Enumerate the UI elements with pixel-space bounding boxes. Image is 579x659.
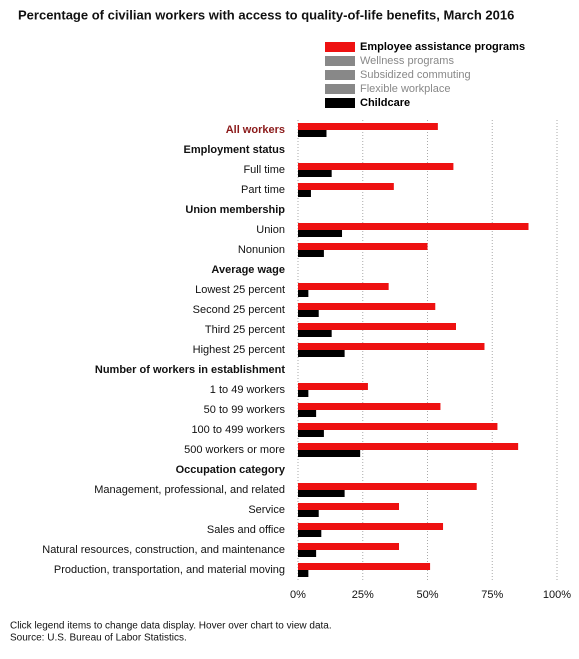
legend-swatch[interactable] xyxy=(325,98,355,108)
bar xyxy=(298,123,438,130)
bar xyxy=(298,170,332,177)
bar xyxy=(298,163,454,170)
y-tick-label: 500 workers or more xyxy=(184,444,285,456)
bar xyxy=(298,490,345,497)
legend-label[interactable]: Childcare xyxy=(360,97,410,109)
legend-label[interactable]: Flexible workplace xyxy=(360,83,450,95)
bar xyxy=(298,483,477,490)
bar xyxy=(298,503,400,510)
legend-swatch[interactable] xyxy=(325,42,355,52)
group-label: Number of workers in establishment xyxy=(95,364,285,376)
x-tick-label: 75% xyxy=(481,589,503,601)
bar xyxy=(298,343,485,350)
group-label: Average wage xyxy=(211,264,285,276)
bar xyxy=(298,190,311,197)
group-label: Union membership xyxy=(185,204,285,216)
bar xyxy=(298,510,319,517)
chart-title: Percentage of civilian workers with acce… xyxy=(18,7,514,22)
bar xyxy=(298,390,309,397)
bar xyxy=(298,423,498,430)
group-label: Occupation category xyxy=(176,464,286,476)
bar xyxy=(298,223,529,230)
y-tick-label: 50 to 99 workers xyxy=(204,404,286,416)
y-tick-label: Sales and office xyxy=(207,524,285,536)
bar xyxy=(298,403,441,410)
legend-label[interactable]: Employee assistance programs xyxy=(360,41,525,53)
y-tick-label: Lowest 25 percent xyxy=(195,284,285,296)
bar xyxy=(298,230,343,237)
bar xyxy=(298,243,428,250)
bar xyxy=(298,443,519,450)
bar xyxy=(298,303,436,310)
x-tick-label: 50% xyxy=(416,589,438,601)
bar xyxy=(298,550,317,557)
bar xyxy=(298,250,324,257)
y-tick-label: Production, transportation, and material… xyxy=(54,564,285,576)
bar xyxy=(298,410,317,417)
bar xyxy=(298,430,324,437)
y-tick-label: All workers xyxy=(226,124,285,136)
x-tick-label: 25% xyxy=(352,589,374,601)
x-tick-label: 0% xyxy=(290,589,306,601)
bar xyxy=(298,310,319,317)
legend-label[interactable]: Wellness programs xyxy=(360,55,454,67)
y-tick-label: Full time xyxy=(243,164,285,176)
bar xyxy=(298,330,332,337)
bar xyxy=(298,543,400,550)
bar xyxy=(298,350,345,357)
y-tick-label: Third 25 percent xyxy=(205,324,285,336)
bar xyxy=(298,563,431,570)
group-label: Employment status xyxy=(184,144,285,156)
bar xyxy=(298,290,309,297)
bar xyxy=(298,283,389,290)
y-tick-label: 1 to 49 workers xyxy=(210,384,286,396)
bar xyxy=(298,570,309,577)
legend-swatch[interactable] xyxy=(325,84,355,94)
y-tick-label: Second 25 percent xyxy=(193,304,285,316)
bar xyxy=(298,323,456,330)
bar xyxy=(298,450,361,457)
y-tick-label: Management, professional, and related xyxy=(94,484,285,496)
y-tick-label: Union xyxy=(256,224,285,236)
x-tick-label: 100% xyxy=(543,589,571,601)
y-tick-label: Highest 25 percent xyxy=(193,344,285,356)
legend-swatch[interactable] xyxy=(325,70,355,80)
y-tick-label: Service xyxy=(248,504,285,516)
bar xyxy=(298,383,368,390)
y-tick-label: Part time xyxy=(241,184,285,196)
y-tick-label: Nonunion xyxy=(238,244,285,256)
y-tick-label: Natural resources, construction, and mai… xyxy=(42,544,285,556)
bar xyxy=(298,183,394,190)
legend-label[interactable]: Subsidized commuting xyxy=(360,69,471,81)
legend-swatch[interactable] xyxy=(325,56,355,66)
bar xyxy=(298,530,322,537)
source: Source: U.S. Bureau of Labor Statistics. xyxy=(10,633,187,644)
note: Click legend items to change data displa… xyxy=(10,621,332,632)
y-tick-label: 100 to 499 workers xyxy=(191,424,285,436)
bar xyxy=(298,130,327,137)
bar xyxy=(298,523,444,530)
